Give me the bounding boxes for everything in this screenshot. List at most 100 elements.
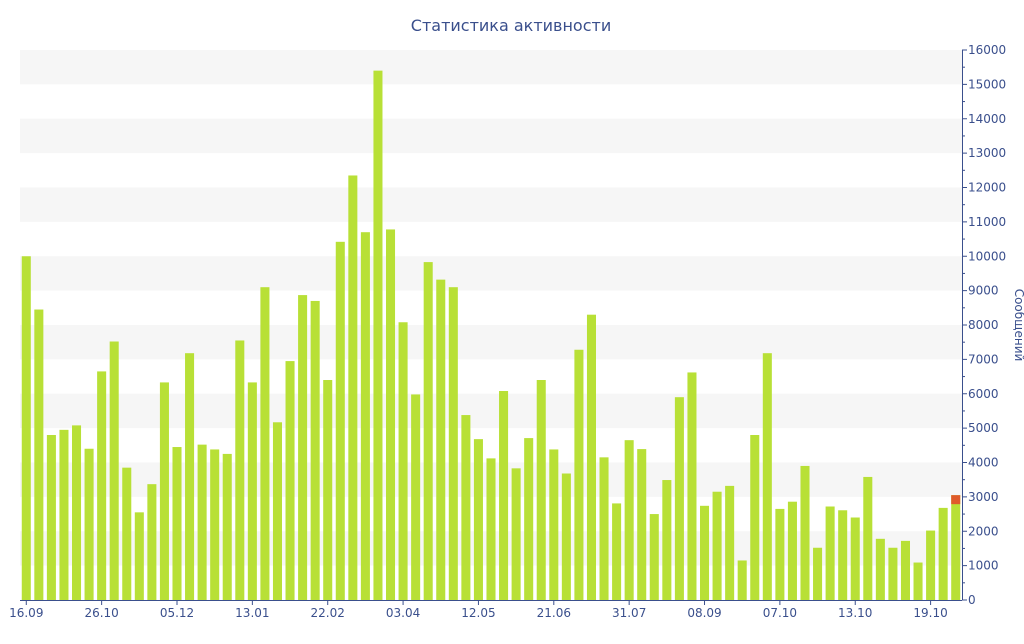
y-tick-label: 5000 [968, 421, 999, 435]
chart-title: Статистика активности [411, 16, 611, 35]
bar [637, 449, 647, 600]
bar [34, 309, 44, 600]
bar [674, 397, 684, 600]
bar [850, 517, 860, 600]
bar [612, 503, 622, 600]
bar [574, 349, 584, 600]
y-tick-label: 15000 [968, 77, 1006, 91]
y-tick-label: 9000 [968, 284, 999, 298]
bar [524, 438, 534, 600]
bar [825, 506, 835, 600]
y-axis-label: Сообщений [1012, 289, 1024, 362]
bar [787, 501, 797, 600]
bar [813, 547, 823, 600]
y-tick-label: 12000 [968, 181, 1006, 195]
y-tick-label: 4000 [968, 456, 999, 470]
x-tick-label: 19.10 [913, 606, 947, 620]
y-tick-label: 10000 [968, 249, 1006, 263]
bar [737, 560, 747, 600]
bar [838, 510, 848, 600]
bar [875, 538, 885, 600]
bar [687, 372, 697, 600]
bar [486, 458, 496, 601]
bar [448, 287, 458, 600]
bar [21, 256, 31, 600]
bar [662, 480, 672, 600]
bars-group [21, 70, 961, 601]
x-tick-label: 07.10 [763, 606, 797, 620]
y-tick-label: 8000 [968, 318, 999, 332]
y-tick-label: 14000 [968, 112, 1006, 126]
x-ticks-group: 16.09 26.10 05.12 13.01 22.02 03.04 12.05 21.06… [9, 600, 948, 620]
y-tick-label: 11000 [968, 215, 1006, 229]
bar [712, 491, 722, 600]
bar [172, 447, 182, 600]
bar [197, 444, 207, 601]
bar [436, 279, 446, 601]
y-tick-label: 7000 [968, 352, 999, 366]
bar [386, 229, 396, 600]
bar [310, 300, 320, 600]
x-tick-label: 26.10 [84, 606, 118, 620]
bar [951, 495, 961, 600]
y-tick-label: 16000 [968, 43, 1006, 57]
bar [260, 287, 270, 600]
bar [549, 449, 559, 600]
bar [700, 505, 710, 600]
y-tick-label: 6000 [968, 387, 999, 401]
bar [775, 508, 785, 600]
x-tick-label: 21.06 [537, 606, 571, 620]
x-tick-label: 13.01 [235, 606, 269, 620]
y-tick-label: 3000 [968, 490, 999, 504]
bar [762, 353, 772, 600]
bar [298, 295, 308, 600]
bar [335, 241, 345, 600]
bar [323, 380, 333, 600]
x-tick-label: 31.07 [612, 606, 646, 620]
bar [423, 262, 433, 600]
bar [285, 361, 295, 600]
highlight-marker [951, 495, 961, 505]
bar [511, 468, 521, 600]
bar [360, 232, 370, 600]
bar [913, 562, 923, 600]
y-ticks-group: 0 1000 2000 3000 4000 5000 6000 7000 8000 9000 100… [962, 43, 1006, 607]
bar [109, 341, 119, 600]
x-tick-label: 22.02 [311, 606, 345, 620]
bar [750, 435, 760, 600]
bar [97, 371, 107, 600]
bar [586, 314, 596, 600]
grid-band [20, 256, 962, 291]
bar [247, 382, 257, 600]
bar [222, 453, 232, 600]
bar [499, 391, 509, 600]
bar [348, 175, 358, 600]
bar [561, 473, 571, 600]
bar [235, 340, 245, 600]
y-tick-label: 13000 [968, 146, 1006, 160]
bar [84, 448, 94, 600]
bar [624, 440, 634, 600]
bar [398, 322, 408, 600]
x-tick-label: 12.05 [461, 606, 495, 620]
bar [900, 540, 910, 601]
x-tick-label: 13.10 [838, 606, 872, 620]
grid-band [20, 187, 962, 222]
y-tick-label: 0 [968, 593, 976, 607]
x-tick-label: 05.12 [160, 606, 194, 620]
bar [411, 394, 421, 600]
bar [888, 547, 898, 600]
bar [473, 439, 483, 601]
bar [649, 514, 659, 600]
grid-band [20, 393, 962, 429]
bar [461, 415, 471, 600]
bar [725, 485, 735, 601]
bar [599, 457, 609, 600]
bar [863, 476, 873, 600]
bar [122, 467, 132, 600]
bar [46, 435, 56, 600]
bar [938, 507, 948, 601]
bar [926, 530, 936, 600]
